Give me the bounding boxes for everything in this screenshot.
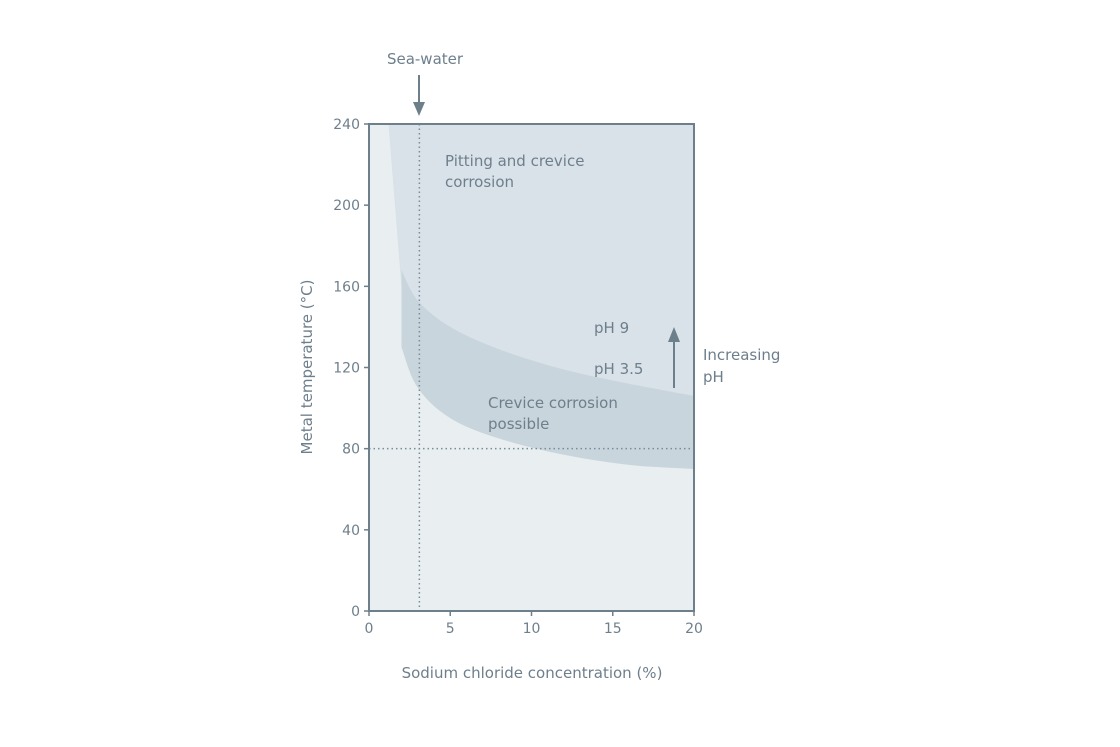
y-tick-label: 240 (333, 117, 360, 133)
x-tick-label: 15 (604, 621, 622, 637)
crevice-label-line1: Crevice corrosion (488, 394, 618, 412)
pitting-label-line1: Pitting and crevice (445, 152, 584, 170)
y-tick-label: 200 (333, 198, 360, 214)
x-tick-label: 20 (685, 621, 703, 637)
x-axis-ticks: 0 5 10 15 20 (365, 611, 703, 637)
x-tick-label: 5 (446, 621, 455, 637)
y-tick-label: 40 (342, 523, 360, 539)
sea-water-label: Sea-water (387, 50, 464, 68)
crevice-label-line2: possible (488, 415, 549, 433)
ph35-label: pH 3.5 (594, 360, 643, 378)
increasing-ph-label-line1: Increasing (703, 346, 780, 364)
crevice-corrosion-region (401, 270, 694, 469)
y-axis-ticks: 0 40 80 120 160 200 240 (333, 117, 369, 620)
y-tick-label: 0 (351, 604, 360, 620)
y-tick-label: 120 (333, 361, 360, 377)
y-axis-label: Metal temperature (°C) (298, 280, 316, 455)
x-axis-label: Sodium chloride concentration (%) (402, 664, 663, 682)
pitting-label-line2: corrosion (445, 173, 514, 191)
y-tick-label: 160 (333, 279, 360, 295)
ph9-label: pH 9 (594, 319, 629, 337)
sea-water-arrow-icon (413, 102, 425, 116)
increasing-ph-arrow-icon (668, 327, 680, 342)
x-tick-label: 0 (365, 621, 374, 637)
increasing-ph-label-line2: pH (703, 368, 724, 386)
y-tick-label: 80 (342, 442, 360, 458)
x-tick-label: 10 (523, 621, 541, 637)
